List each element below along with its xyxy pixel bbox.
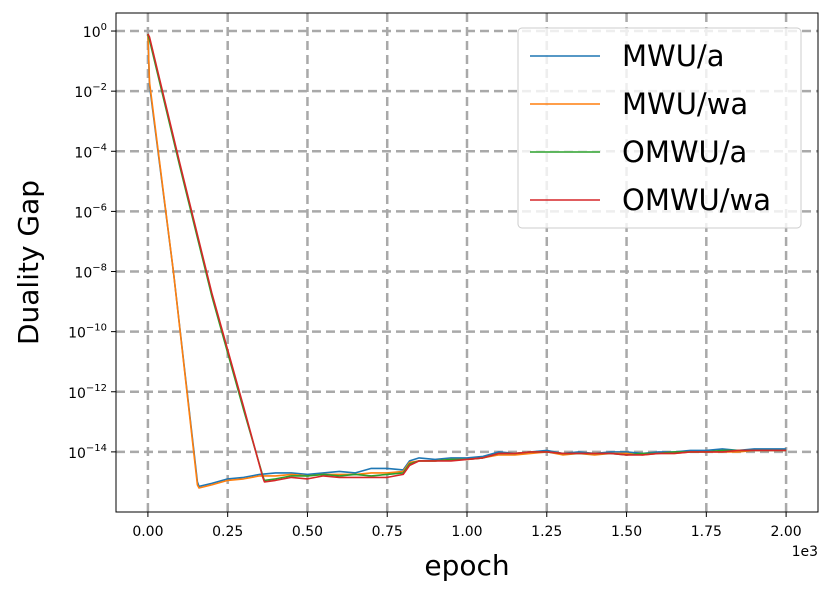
y-tick-label: 10−12 bbox=[68, 383, 107, 402]
series-lines bbox=[147, 33, 787, 489]
y-tick-label: 10−4 bbox=[74, 142, 107, 161]
y-tick-label: 10−10 bbox=[68, 323, 107, 342]
x-tick-label: 1.75 bbox=[691, 524, 722, 540]
x-tick-label: 1.00 bbox=[451, 524, 482, 540]
y-tick-label: 10−6 bbox=[74, 202, 107, 221]
series-line-omwu-wa bbox=[147, 33, 787, 483]
y-axis-ticks: 100 10−2 10−4 10−6 10−8 10−10 10−12 10−14 bbox=[68, 22, 116, 462]
y-tick-label: 10−14 bbox=[68, 443, 107, 462]
x-tick-label: 1.50 bbox=[611, 524, 642, 540]
x-axis-offset-label: 1e3 bbox=[792, 544, 818, 560]
y-axis-label: Duality Gap bbox=[12, 180, 45, 345]
legend-label: OMWU/wa bbox=[622, 183, 771, 217]
y-tick-label: 100 bbox=[83, 22, 107, 41]
x-tick-label: 0.50 bbox=[292, 524, 323, 540]
legend-box bbox=[517, 27, 802, 229]
x-tick-label: 0.00 bbox=[132, 524, 163, 540]
y-tick-label: 10−2 bbox=[74, 82, 107, 101]
legend-label: OMWU/a bbox=[622, 135, 747, 169]
x-tick-label: 0.75 bbox=[372, 524, 403, 540]
x-tick-label: 2.00 bbox=[771, 524, 802, 540]
y-tick-label: 10−8 bbox=[74, 263, 107, 282]
legend: MWU/a MWU/wa OMWU/a OMWU/wa bbox=[517, 27, 802, 229]
x-tick-label: 1.25 bbox=[531, 524, 562, 540]
grid-lines bbox=[116, 13, 818, 512]
x-axis-label: epoch bbox=[424, 549, 509, 582]
legend-label: MWU/a bbox=[622, 39, 724, 73]
legend-label: MWU/wa bbox=[622, 87, 748, 121]
x-tick-label: 0.25 bbox=[212, 524, 243, 540]
x-axis-ticks: 0.00 0.25 0.50 0.75 1.00 1.25 1.50 1.75 2.00 bbox=[132, 512, 802, 540]
